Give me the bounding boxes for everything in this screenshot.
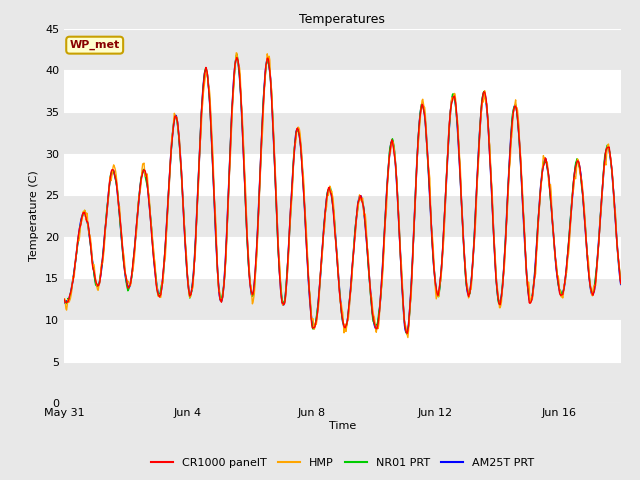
NR01 PRT <box>80 209 88 215</box>
HMP <box>191 257 199 263</box>
NR01 PRT <box>264 58 271 64</box>
CR1000 panelT <box>60 296 68 302</box>
CR1000 panelT <box>80 210 88 216</box>
AM25T PRT <box>191 248 199 253</box>
NR01 PRT <box>233 51 241 57</box>
CR1000 panelT <box>511 103 519 109</box>
Text: WP_met: WP_met <box>70 40 120 50</box>
HMP <box>264 51 271 57</box>
Legend: CR1000 panelT, HMP, NR01 PRT, AM25T PRT: CR1000 panelT, HMP, NR01 PRT, AM25T PRT <box>146 454 539 473</box>
Bar <box>64 154 621 195</box>
Line: NR01 PRT: NR01 PRT <box>64 54 621 334</box>
Line: CR1000 panelT: CR1000 panelT <box>64 58 621 333</box>
NR01 PRT <box>191 248 199 254</box>
Bar <box>64 112 621 154</box>
CR1000 panelT <box>293 126 301 132</box>
NR01 PRT <box>511 102 519 108</box>
NR01 PRT <box>60 298 68 303</box>
AM25T PRT <box>80 210 88 216</box>
Y-axis label: Temperature (C): Temperature (C) <box>29 170 40 262</box>
NR01 PRT <box>617 278 625 284</box>
Title: Temperatures: Temperatures <box>300 13 385 26</box>
CR1000 panelT <box>191 250 199 256</box>
CR1000 panelT <box>233 55 241 60</box>
X-axis label: Time: Time <box>329 421 356 431</box>
HMP <box>60 298 68 303</box>
AM25T PRT <box>511 102 519 108</box>
AM25T PRT <box>264 57 271 62</box>
HMP <box>293 127 301 133</box>
HMP <box>80 211 88 216</box>
Bar <box>64 320 621 361</box>
Bar <box>64 278 621 320</box>
NR01 PRT <box>376 300 384 305</box>
Bar <box>64 195 621 237</box>
AM25T PRT <box>293 127 301 132</box>
Line: HMP: HMP <box>64 53 621 337</box>
Bar <box>64 29 621 71</box>
CR1000 panelT <box>376 300 384 305</box>
HMP <box>376 302 384 308</box>
HMP <box>511 101 519 107</box>
AM25T PRT <box>402 329 410 335</box>
NR01 PRT <box>403 331 411 337</box>
Bar <box>64 71 621 112</box>
CR1000 panelT <box>403 330 411 336</box>
CR1000 panelT <box>617 280 625 286</box>
AM25T PRT <box>233 55 241 60</box>
NR01 PRT <box>293 128 301 133</box>
Bar <box>64 237 621 278</box>
HMP <box>232 50 240 56</box>
HMP <box>404 335 412 340</box>
AM25T PRT <box>617 281 625 287</box>
AM25T PRT <box>60 300 68 305</box>
HMP <box>617 281 625 287</box>
Line: AM25T PRT: AM25T PRT <box>64 58 621 332</box>
CR1000 panelT <box>264 56 271 61</box>
AM25T PRT <box>376 300 384 306</box>
Bar <box>64 361 621 403</box>
